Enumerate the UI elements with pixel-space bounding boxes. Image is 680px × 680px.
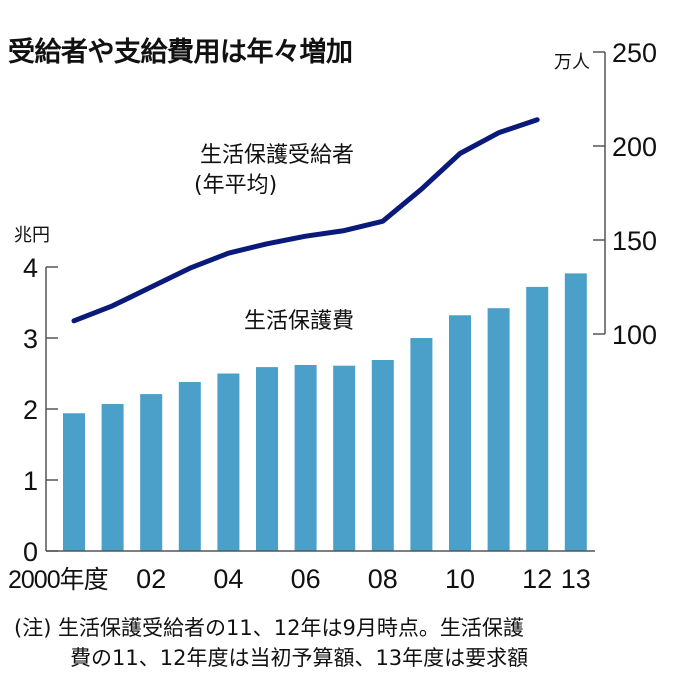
x-tick-label: 06 <box>291 564 321 594</box>
right-tick-label: 250 <box>612 38 657 68</box>
bar-2013 <box>564 273 587 551</box>
chart-title: 受給者や支給費用は年々増加 <box>8 37 353 68</box>
bar-series <box>63 273 587 551</box>
bar-2009 <box>410 338 433 551</box>
bar-2000 <box>63 413 85 551</box>
left-axis-unit: 兆円 <box>14 225 50 246</box>
line-points <box>73 119 538 321</box>
bar-2008 <box>371 360 394 551</box>
footnote-line-2: 費の11、12年度は当初予算額、13年度は要求額 <box>70 646 529 670</box>
bar-2011 <box>487 308 510 551</box>
footnote-line-1: (注) 生活保護受給者の11、12年は9月時点。生活保護 <box>14 616 524 640</box>
left-tick-label: 1 <box>23 466 38 496</box>
left-tick-label: 2 <box>23 395 38 425</box>
x-tick-label: 12 <box>522 564 552 594</box>
bar-series-label: 生活保護費 <box>244 309 354 334</box>
bar-2012 <box>526 286 549 551</box>
x-tick-label: 10 <box>445 564 475 594</box>
line-series-label-sub: (年平均) <box>194 173 277 198</box>
right-tick-label: 100 <box>612 320 657 350</box>
bar-2010 <box>449 315 471 551</box>
right-tick-label: 150 <box>612 226 657 256</box>
left-tick-label: 4 <box>23 253 38 283</box>
bar-2001 <box>101 404 124 551</box>
x-tick-label: 08 <box>368 564 398 594</box>
bar-2007 <box>333 365 356 551</box>
axes <box>45 51 606 552</box>
x-tick-label: 04 <box>213 564 243 594</box>
bar-2004 <box>217 373 240 551</box>
line-series-label: 生活保護受給者 <box>200 143 354 168</box>
x-tick-label: 13 <box>561 564 591 594</box>
bar-2006 <box>294 364 317 551</box>
right-tick-label: 200 <box>612 132 657 162</box>
x-tick-label: 2000年度 <box>8 566 109 594</box>
right-axis-unit: 万人 <box>554 52 590 73</box>
left-tick-label: 3 <box>23 324 38 354</box>
x-tick-label: 02 <box>136 564 166 594</box>
bar-2002 <box>140 394 163 551</box>
bar-2003 <box>178 382 201 551</box>
bar-2005 <box>256 367 278 551</box>
left-tick-label: 0 <box>23 537 38 567</box>
